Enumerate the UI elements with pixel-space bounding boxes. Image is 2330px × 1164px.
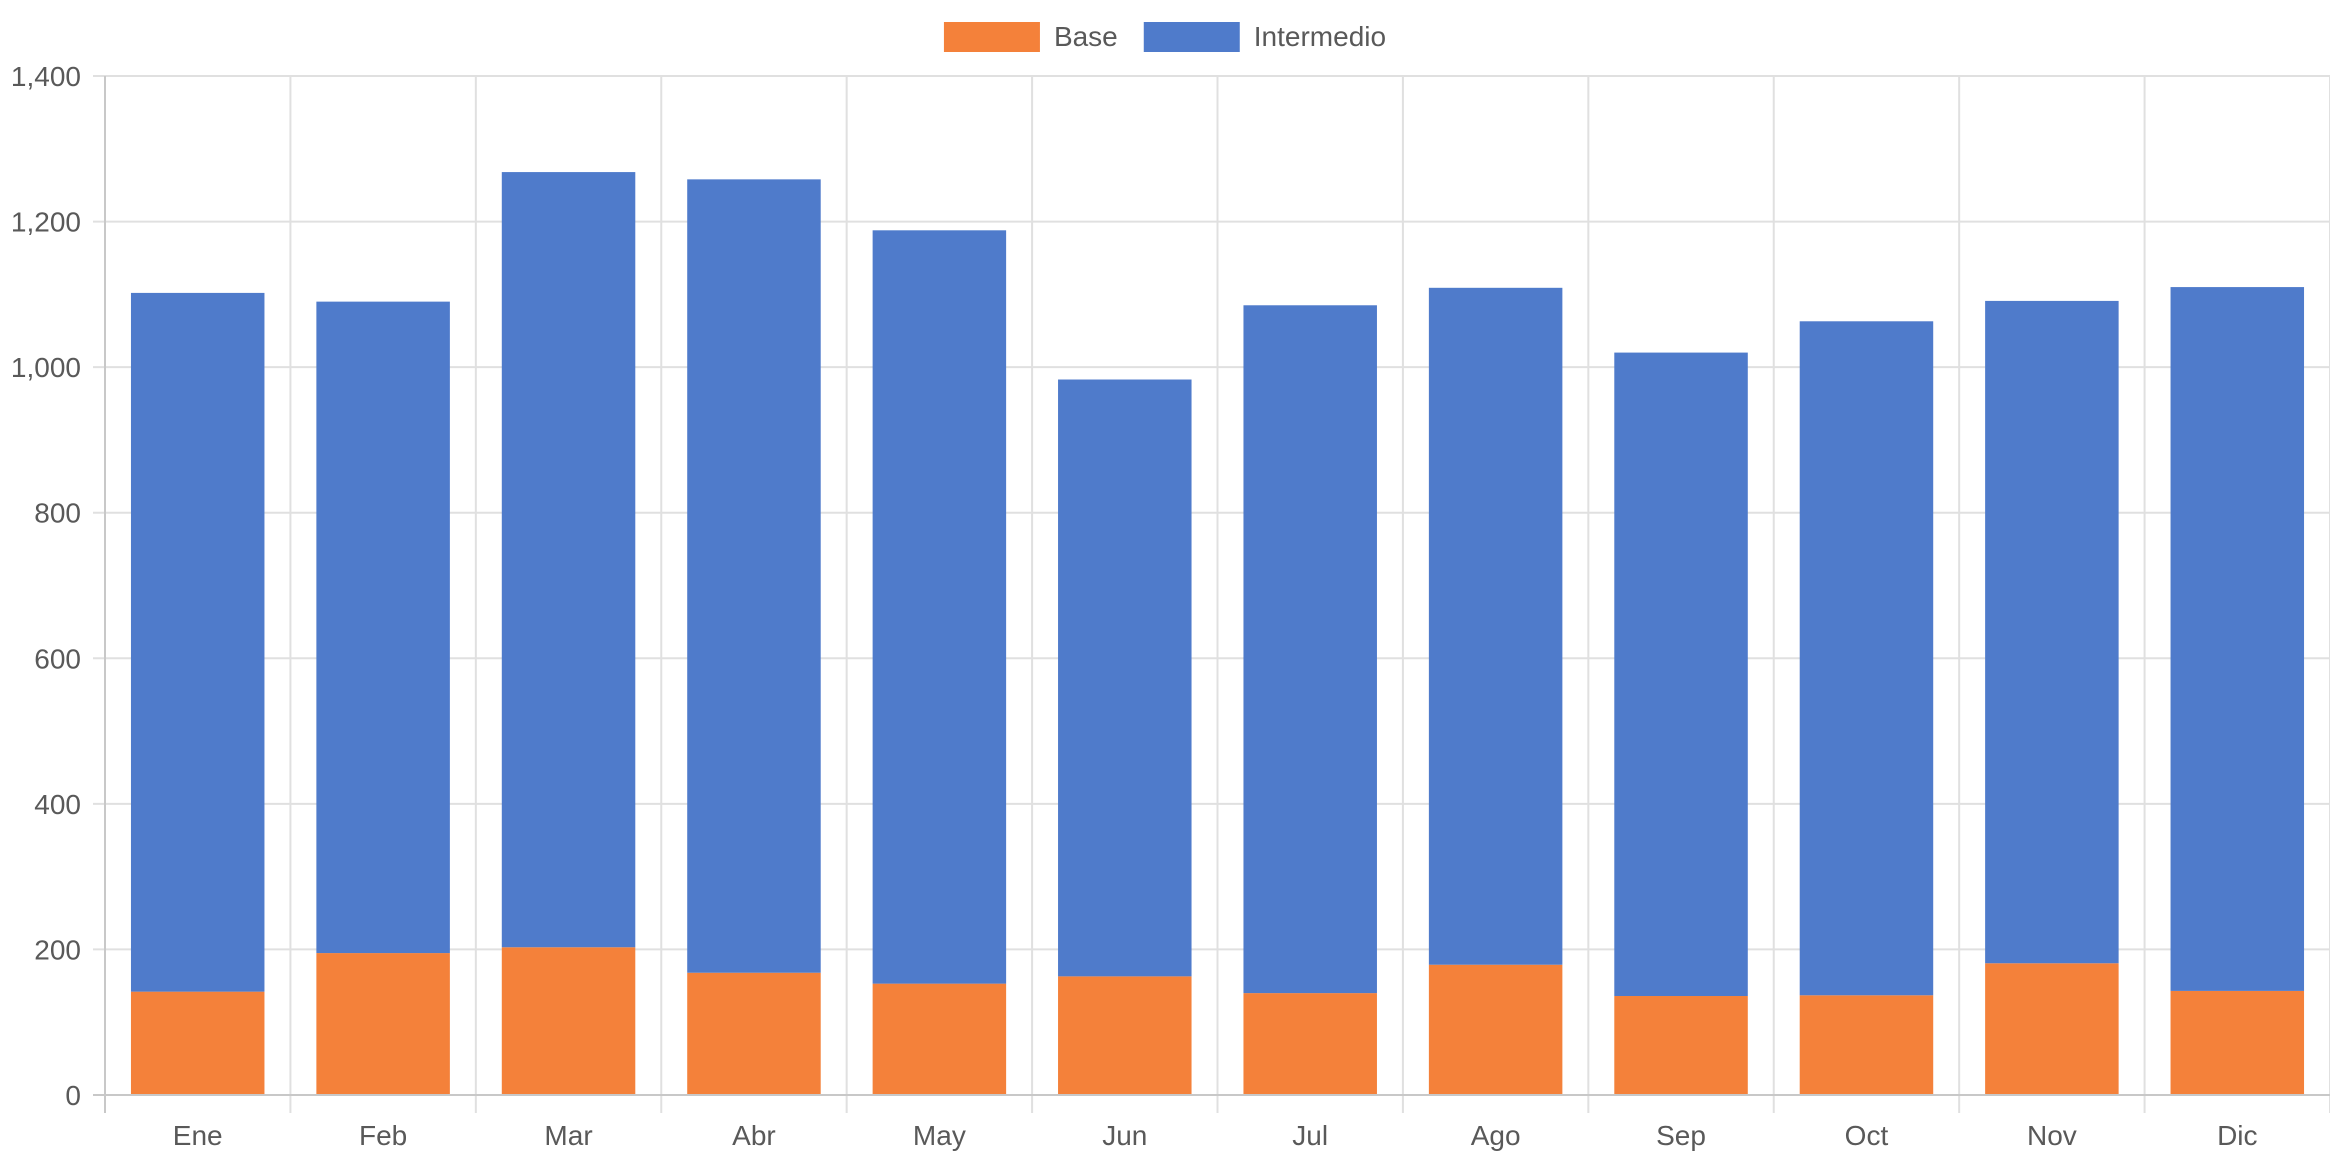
x-tick-label: Jun	[1102, 1120, 1147, 1151]
x-tick-label: Ene	[173, 1120, 223, 1151]
bar-intermedio-jun[interactable]	[1058, 379, 1192, 977]
bar-base-jun[interactable]	[1058, 976, 1192, 1095]
bar-base-may[interactable]	[872, 983, 1007, 1095]
x-tick-label: Abr	[732, 1120, 776, 1151]
x-tick-label: Feb	[359, 1120, 407, 1151]
legend-swatch-intermedio	[1143, 22, 1240, 52]
bar-intermedio-ago[interactable]	[1428, 287, 1563, 965]
bar-intermedio-feb[interactable]	[316, 301, 450, 954]
axes: 0 200 400 600 800 1,000 1,200 1,400 Ene Feb Mar Abr…	[11, 61, 2330, 1151]
bar-intermedio-ene[interactable]	[130, 292, 265, 992]
bar-base-oct[interactable]	[1799, 995, 1934, 1095]
bar-intermedio-mar[interactable]	[501, 172, 636, 948]
x-tick-label: Nov	[2027, 1120, 2077, 1151]
x-tick-label: Jul	[1292, 1120, 1328, 1151]
y-tick-label: 1,400	[11, 61, 81, 92]
bar-base-sep[interactable]	[1614, 996, 1748, 1095]
bar-base-feb[interactable]	[316, 953, 450, 1095]
y-tick-label: 200	[34, 934, 81, 965]
bar-base-abr[interactable]	[687, 972, 821, 1095]
y-tick-label: 600	[34, 643, 81, 674]
bar-intermedio-dic[interactable]	[2170, 287, 2305, 991]
bar-intermedio-oct[interactable]	[1799, 321, 1934, 996]
bar-intermedio-may[interactable]	[872, 230, 1007, 984]
legend-item-base[interactable]: Base	[943, 21, 1118, 52]
y-tick-label: 1,200	[11, 207, 81, 238]
x-tick-label: Oct	[1845, 1120, 1889, 1151]
legend-label: Intermedio	[1254, 21, 1386, 52]
x-tick-label: Mar	[544, 1120, 592, 1151]
bar-base-ago[interactable]	[1428, 964, 1563, 1095]
legend[interactable]: Base Intermedio	[943, 21, 1386, 52]
legend-label: Base	[1054, 21, 1118, 52]
bar-intermedio-jul[interactable]	[1243, 305, 1377, 994]
y-tick-label: 400	[34, 789, 81, 820]
bar-intermedio-abr[interactable]	[687, 179, 821, 973]
x-tick-label: Sep	[1656, 1120, 1706, 1151]
y-tick-label: 1,000	[11, 352, 81, 383]
legend-item-intermedio[interactable]: Intermedio	[1143, 21, 1386, 52]
x-tick-label: Ago	[1471, 1120, 1521, 1151]
y-tick-label: 800	[34, 498, 81, 529]
bar-intermedio-sep[interactable]	[1614, 352, 1748, 997]
bar-base-jul[interactable]	[1243, 993, 1377, 1095]
bar-intermedio-nov[interactable]	[1985, 300, 2119, 964]
x-tick-label: Dic	[2217, 1120, 2257, 1151]
bars	[130, 172, 2305, 1095]
y-tick-label: 0	[65, 1080, 81, 1111]
bar-base-nov[interactable]	[1985, 963, 2119, 1095]
bar-base-dic[interactable]	[2170, 990, 2305, 1095]
bar-base-mar[interactable]	[501, 947, 636, 1095]
legend-swatch-base	[943, 22, 1040, 52]
x-tick-label: May	[913, 1120, 966, 1151]
grid-lines	[93, 75, 2330, 1113]
bar-base-ene[interactable]	[130, 991, 265, 1095]
